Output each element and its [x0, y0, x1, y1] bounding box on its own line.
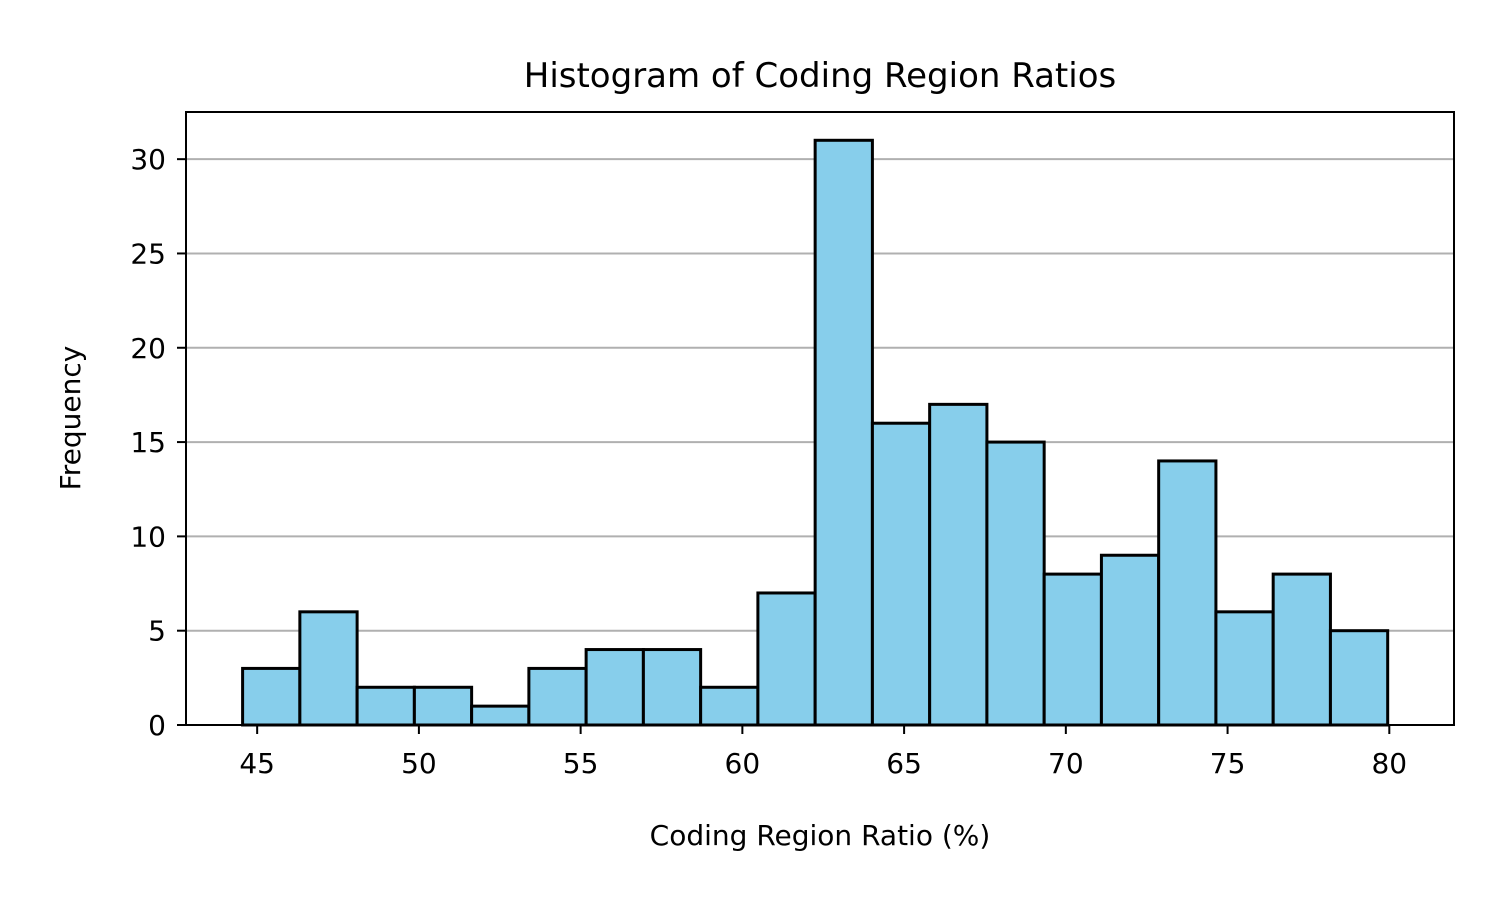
histogram-bar [1214, 610, 1275, 727]
histogram-bar [928, 402, 989, 727]
x-tick-label: 55 [563, 747, 599, 780]
y-tick-label: 25 [130, 237, 166, 270]
y-tick-label: 20 [130, 332, 166, 365]
y-tick-label: 0 [148, 709, 166, 742]
x-axis-ticks: 45 50 55 60 65 70 75 80 [239, 725, 1407, 780]
y-tick-label: 5 [148, 615, 166, 648]
y-tick-label: 30 [130, 143, 166, 176]
y-tick-label: 10 [130, 520, 166, 553]
bar-layer [241, 138, 1390, 727]
histogram-bar [870, 421, 932, 727]
histogram-bar [527, 666, 588, 727]
y-axis-label: Frequency [54, 346, 87, 491]
histogram-bar [1271, 572, 1332, 727]
y-tick-label: 15 [130, 426, 166, 459]
histogram-bar [241, 666, 302, 727]
histogram-bar [470, 704, 531, 727]
x-tick-label: 70 [1048, 747, 1084, 780]
histogram-bar [298, 610, 359, 727]
x-tick-label: 65 [886, 747, 922, 780]
x-tick-label: 45 [239, 747, 275, 780]
x-axis-label: Coding Region Ratio (%) [650, 819, 991, 852]
plot-frame [185, 111, 1455, 726]
histogram-bar [584, 648, 645, 727]
chart-title: Histogram of Coding Region Ratios [524, 56, 1116, 96]
histogram-bar [1328, 629, 1390, 727]
x-tick-label: 80 [1371, 747, 1407, 780]
histogram-bar [1099, 553, 1161, 727]
x-tick-label: 75 [1210, 747, 1246, 780]
histogram-bar [412, 685, 474, 727]
histogram-bar [641, 648, 703, 727]
histogram-bar [1042, 572, 1103, 727]
histogram-bar [985, 440, 1046, 727]
histogram-bar [756, 591, 817, 727]
histogram-bar [1157, 459, 1218, 727]
histogram-bar [699, 685, 760, 727]
y-axis-ticks: 0 5 10 15 20 25 30 [130, 143, 186, 742]
x-tick-label: 50 [401, 747, 437, 780]
x-tick-label: 60 [725, 747, 761, 780]
histogram-bar [355, 685, 416, 727]
histogram-bar [813, 138, 874, 727]
